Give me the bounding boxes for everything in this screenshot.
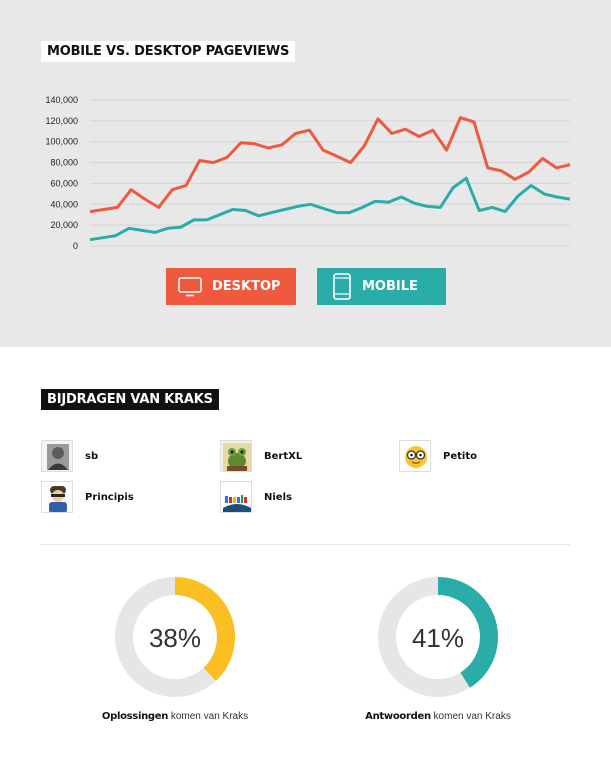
contributor-name[interactable]: BertXL xyxy=(264,450,303,462)
google-logo-icon xyxy=(221,482,251,512)
donut-percent-label: 41% xyxy=(412,623,464,653)
y-tick-label: 80,000 xyxy=(50,158,78,168)
y-tick-label: 100,000 xyxy=(45,137,78,147)
caption-rest: komen van Kraks xyxy=(168,711,249,722)
section-divider xyxy=(41,544,570,545)
contributor-petito[interactable]: Petito xyxy=(399,440,477,472)
donut-progress-arc xyxy=(115,577,235,697)
y-tick-label: 40,000 xyxy=(50,199,78,209)
avatar[interactable] xyxy=(220,481,252,513)
person-cartoon-icon xyxy=(42,482,72,512)
contributors-title: BIJDRAGEN VAN KRAKS xyxy=(41,389,219,410)
contributor-name[interactable]: Niels xyxy=(264,491,292,503)
legend-mobile-label: MOBILE xyxy=(362,279,418,294)
y-tick-label: 0 xyxy=(73,241,78,251)
y-tick-label: 60,000 xyxy=(50,178,78,188)
antwoorden-donut-chart: 41% xyxy=(378,577,498,697)
legend-desktop-label: DESKTOP xyxy=(212,279,281,294)
series-line-desktop xyxy=(89,116,571,214)
smartphone-icon xyxy=(333,273,351,300)
caption-bold-term: Oplossingen xyxy=(101,711,169,722)
oplossingen-caption: Oplossingen komen van Kraks xyxy=(75,711,275,722)
contributor-name[interactable]: sb xyxy=(85,450,99,462)
chart-title: MOBILE VS. DESKTOP PAGEVIEWS xyxy=(41,41,296,62)
legend-desktop-button[interactable]: DESKTOP xyxy=(166,268,296,305)
contributor-sb[interactable]: sb xyxy=(41,440,98,472)
person-photo-icon xyxy=(42,441,72,471)
avatar[interactable] xyxy=(41,440,73,472)
donut-percent-label: 38% xyxy=(149,623,201,653)
pageviews-chart-section: 140,000 120,000 100,000 80,000 60,000 40,000 2… xyxy=(0,0,611,347)
avatar[interactable] xyxy=(399,440,431,472)
y-tick-label: 20,000 xyxy=(50,220,78,230)
pageviews-line-chart: 140,000 120,000 100,000 80,000 60,000 40,000 2… xyxy=(45,95,571,251)
legend-mobile-button[interactable]: MOBILE xyxy=(317,268,446,305)
avatar[interactable] xyxy=(41,481,73,513)
oplossingen-donut-chart: 38% xyxy=(115,577,235,697)
contributor-name[interactable]: Petito xyxy=(443,450,477,462)
contributor-principis[interactable]: Principis xyxy=(41,481,134,513)
avatar[interactable] xyxy=(220,440,252,472)
caption-bold-term: Antwoorden xyxy=(365,711,431,722)
donut-progress-arc xyxy=(378,577,498,697)
y-tick-label: 140,000 xyxy=(45,95,78,105)
series-line-mobile xyxy=(89,176,571,242)
caption-rest: komen van Kraks xyxy=(430,711,511,722)
contributor-niels[interactable]: Niels xyxy=(220,481,292,513)
y-tick-label: 120,000 xyxy=(45,116,78,126)
contributor-bertxl[interactable]: BertXL xyxy=(220,440,302,472)
antwoorden-caption: Antwoorden komen van Kraks xyxy=(338,711,538,722)
contributor-name[interactable]: Principis xyxy=(85,491,134,503)
frog-cartoon-icon xyxy=(221,441,251,471)
smiley-glasses-icon xyxy=(400,441,430,471)
monitor-icon xyxy=(178,276,202,296)
